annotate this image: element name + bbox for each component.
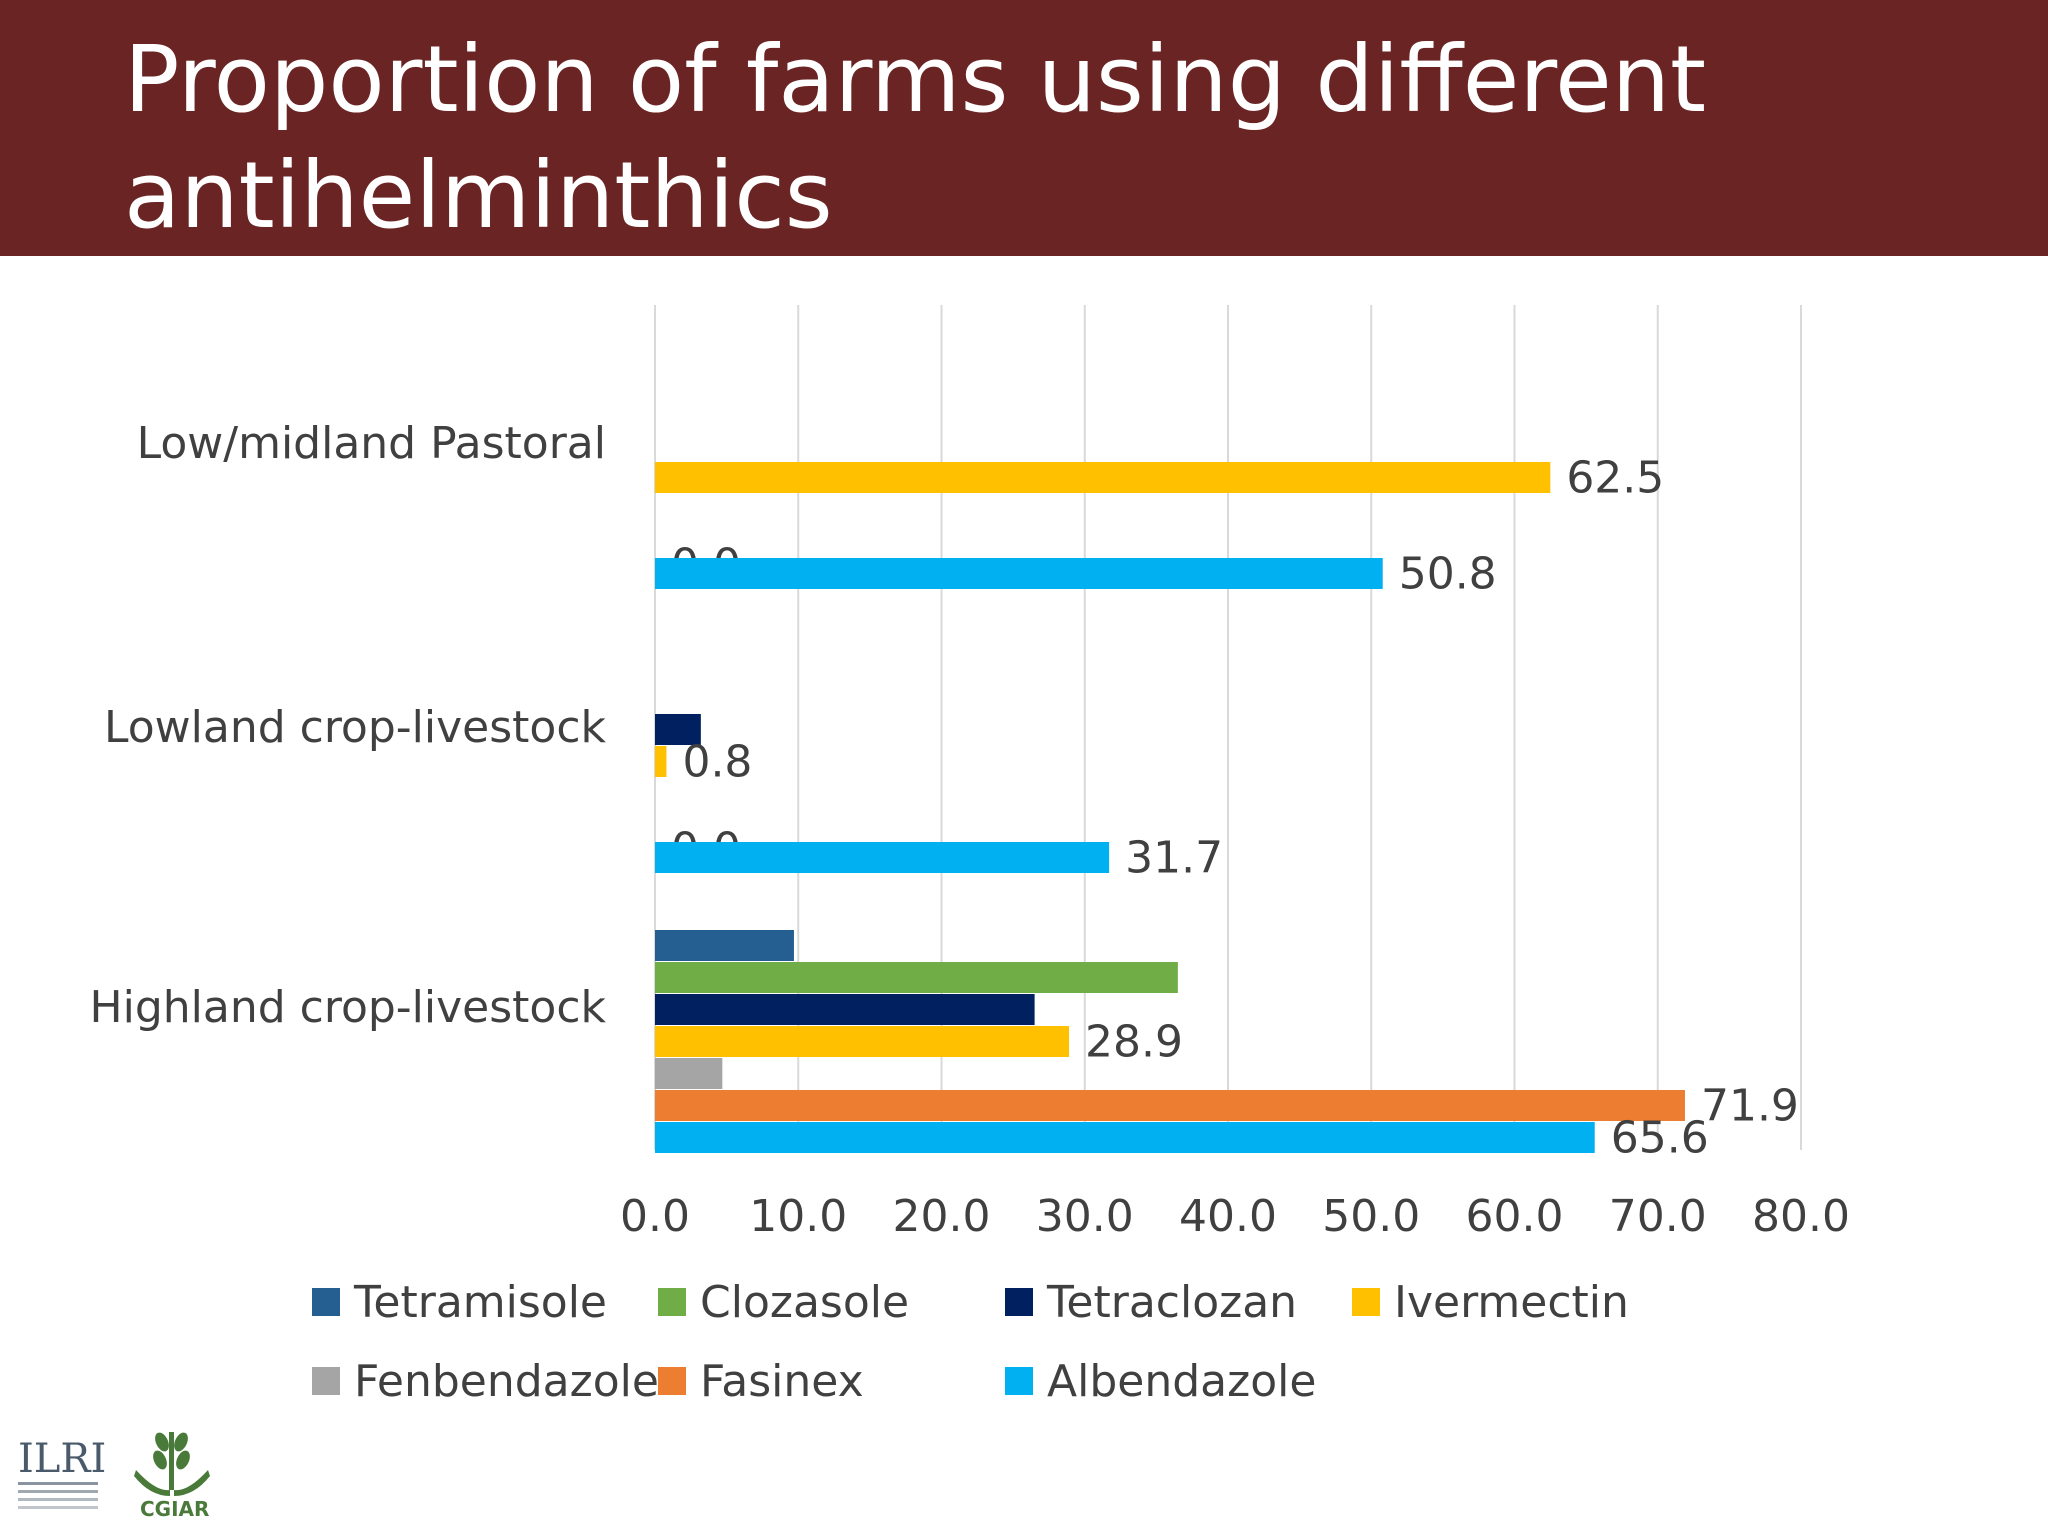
x-tick-label: 80.0 [1752, 1191, 1850, 1242]
wheat-icon [134, 1432, 210, 1496]
x-tick-label: 50.0 [1322, 1191, 1420, 1242]
legend-label: Tetraclozan [1046, 1277, 1297, 1328]
x-tick-label: 70.0 [1609, 1191, 1707, 1242]
bar [655, 962, 1178, 993]
bar [655, 1058, 723, 1089]
bar [655, 746, 667, 777]
x-tick-label: 30.0 [1036, 1191, 1134, 1242]
bar [655, 1122, 1595, 1153]
x-tick-label: 20.0 [893, 1191, 991, 1242]
bar [655, 1090, 1685, 1121]
title-bar [0, 0, 2048, 256]
legend-swatch [658, 1288, 686, 1316]
category-label: Highland crop-livestock [90, 982, 607, 1033]
x-tick-label: 10.0 [749, 1191, 847, 1242]
x-tick-label: 60.0 [1466, 1191, 1564, 1242]
bar [655, 842, 1110, 873]
legend-label: Ivermectin [1394, 1277, 1629, 1328]
legend-swatch [658, 1367, 686, 1395]
category-label: Lowland crop-livestock [104, 702, 607, 753]
bar [655, 462, 1551, 493]
bar [655, 714, 701, 745]
legend-label: Clozasole [700, 1277, 909, 1328]
legend-label: Fasinex [700, 1356, 864, 1407]
ilri-logo-text: ILRI [18, 1436, 106, 1482]
legend-swatch [1005, 1367, 1033, 1395]
legend-swatch [312, 1367, 340, 1395]
data-label: 71.9 [1701, 1081, 1799, 1132]
bar [655, 558, 1383, 589]
data-label: 65.6 [1611, 1113, 1709, 1164]
legend-swatch [1352, 1288, 1380, 1316]
data-label: 62.5 [1566, 453, 1664, 504]
bar [655, 1026, 1069, 1057]
page-title: Proportion of farms using different anti… [124, 26, 1707, 249]
legend-swatch [1005, 1288, 1033, 1316]
data-label: 28.9 [1085, 1017, 1183, 1068]
x-tick-label: 40.0 [1179, 1191, 1277, 1242]
cgiar-logo-text: CGIAR [140, 1497, 209, 1520]
ilri-logo: ILRI [18, 1436, 106, 1509]
legend-swatch [312, 1288, 340, 1316]
legend-label: Albendazole [1047, 1356, 1316, 1407]
x-tick-label: 0.0 [620, 1191, 690, 1242]
data-label: 31.7 [1125, 833, 1223, 884]
category-label: Low/midland Pastoral [137, 418, 606, 469]
bar [655, 994, 1035, 1025]
legend-label: Fenbendazole [354, 1356, 659, 1407]
cgiar-logo: CGIAR [134, 1432, 210, 1520]
data-label: 0.8 [682, 737, 752, 788]
legend-label: Tetramisole [353, 1277, 607, 1328]
bar [655, 930, 794, 961]
data-label: 50.8 [1399, 549, 1497, 600]
